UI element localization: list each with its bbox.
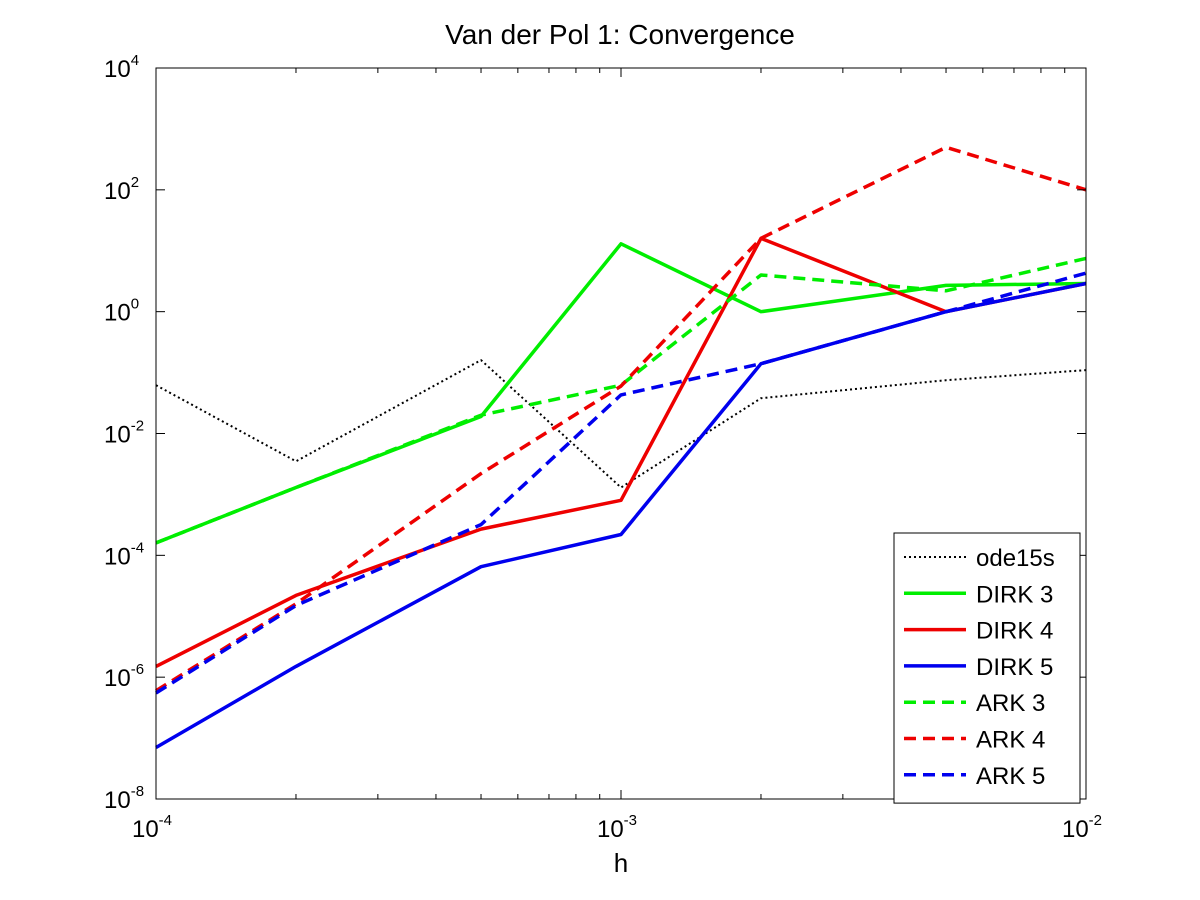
x-axis-label: h [614, 848, 628, 878]
y-tick-exponent: 2 [131, 174, 139, 191]
x-tick-label: 10-2 [1062, 812, 1102, 843]
y-tick-label: 104 [104, 52, 139, 83]
y-tick-base: 10 [104, 665, 131, 692]
legend-label: ARK 3 [976, 690, 1045, 717]
y-tick-exponent: -6 [131, 661, 144, 678]
series-line-ark-5 [155, 271, 1087, 695]
x-tick-base: 10 [132, 816, 159, 843]
chart-title: Van der Pol 1: Convergence [445, 19, 795, 50]
x-tick-label: 10-4 [132, 812, 172, 843]
legend: ode15s DIRK 3 DIRK 4 DIRK 5 ARK 3 ARK 4 ARK 5 [893, 532, 1081, 804]
y-tick-label: 102 [104, 174, 139, 205]
y-tick-base: 10 [104, 422, 131, 449]
y-tick-label: 10-2 [104, 418, 144, 449]
series-line-ark-3 [155, 256, 1087, 545]
legend-label: DIRK 5 [976, 654, 1053, 681]
legend-label: DIRK 4 [976, 618, 1053, 645]
y-tick-base: 10 [104, 178, 131, 205]
y-tick-exponent: -8 [131, 783, 144, 800]
series-line-dirk-3 [155, 242, 1087, 545]
legend-label: DIRK 3 [976, 581, 1053, 608]
x-tick-exponent: -3 [624, 812, 637, 829]
x-tick-base: 10 [1062, 816, 1089, 843]
y-tick-label: 10-4 [104, 539, 144, 570]
y-tick-exponent: 4 [131, 52, 139, 69]
plot-lines [155, 145, 1087, 750]
legend-box [893, 532, 1081, 804]
x-tick-exponent: -4 [159, 812, 172, 829]
y-tick-base: 10 [104, 787, 131, 814]
y-tick-exponent: 0 [131, 296, 139, 313]
y-tick-label: 100 [104, 296, 139, 327]
y-tick-base: 10 [104, 56, 131, 83]
series-line-ark-4 [155, 145, 1087, 693]
y-tick-exponent: -2 [131, 418, 144, 435]
legend-label: ode15s [976, 545, 1055, 572]
series-line-ode15s [155, 359, 1087, 489]
x-tick-label: 10-3 [597, 812, 637, 843]
x-tick-exponent: -2 [1089, 812, 1102, 829]
legend-label: ARK 5 [976, 763, 1045, 790]
y-tick-base: 10 [104, 543, 131, 570]
y-tick-label: 10-6 [104, 661, 144, 692]
y-tick-exponent: -4 [131, 539, 144, 556]
y-tick-label: 10-8 [104, 783, 144, 814]
x-tick-base: 10 [597, 816, 624, 843]
legend-label: ARK 4 [976, 727, 1045, 754]
y-tick-base: 10 [104, 300, 131, 327]
